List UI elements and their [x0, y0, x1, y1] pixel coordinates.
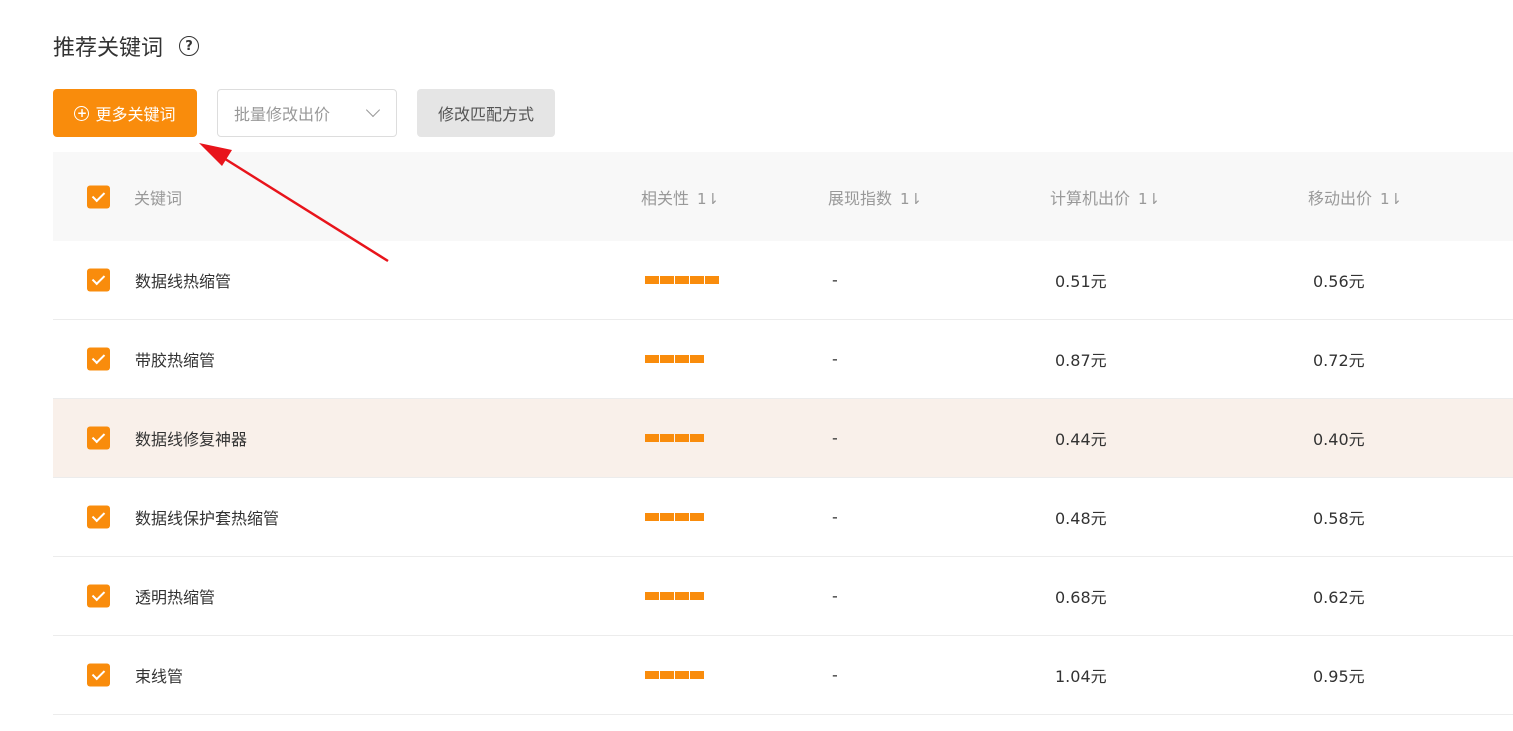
header-pc-bid-label: 计算机出价: [1050, 188, 1131, 208]
page-title: 推荐关键词?: [53, 30, 200, 62]
relevance-segment: [645, 355, 659, 363]
row-checkbox[interactable]: [87, 347, 110, 371]
impression-cell: -: [832, 270, 838, 290]
relevance-segment: [675, 671, 689, 679]
relevance-segment: [645, 434, 659, 442]
table-row: 束线管 - 1.04元 0.95元: [53, 636, 1513, 715]
relevance-segment: [675, 276, 689, 284]
relevance-segment: [690, 276, 704, 284]
plus-circle-icon: +: [74, 105, 90, 121]
table-row: 数据线保护套热缩管 - 0.48元 0.58元: [53, 478, 1513, 557]
impression-cell: -: [832, 428, 838, 448]
mobile-bid-cell[interactable]: 0.58元: [1313, 509, 1365, 528]
relevance-segment: [705, 276, 719, 284]
relevance-segment: [690, 355, 704, 363]
relevance-segment: [660, 671, 674, 679]
mobile-bid-cell[interactable]: 0.72元: [1313, 351, 1365, 370]
relevance-segment: [660, 355, 674, 363]
relevance-segment: [645, 513, 659, 521]
header-relevance-label: 相关性: [641, 188, 690, 208]
keyword-cell: 数据线修复神器: [135, 430, 248, 449]
relevance-bar: [645, 592, 704, 600]
sort-icon[interactable]: 1⇂: [1380, 189, 1403, 208]
batch-bid-select[interactable]: 批量修改出价: [217, 89, 397, 137]
pc-bid-cell[interactable]: 0.68元: [1055, 588, 1107, 607]
batch-bid-placeholder: 批量修改出价: [234, 105, 331, 124]
keyword-cell: 数据线热缩管: [135, 272, 232, 291]
table-row: 透明热缩管 - 0.68元 0.62元: [53, 557, 1513, 636]
impression-cell: -: [832, 349, 838, 369]
select-all-checkbox[interactable]: [87, 185, 110, 208]
modify-match-button[interactable]: 修改匹配方式: [417, 89, 555, 137]
row-checkbox[interactable]: [87, 663, 110, 687]
relevance-bar: [645, 276, 719, 284]
relevance-bar: [645, 434, 704, 442]
keyword-cell: 束线管: [135, 667, 184, 686]
relevance-segment: [675, 434, 689, 442]
relevance-segment: [675, 592, 689, 600]
relevance-segment: [645, 671, 659, 679]
table-header: 关键词 相关性 1⇂ 展现指数 1⇂ 计算机出价 1⇂ 移动出价 1⇂: [53, 152, 1513, 241]
mobile-bid-cell[interactable]: 0.62元: [1313, 588, 1365, 607]
header-pc-bid[interactable]: 计算机出价 1⇂: [1050, 185, 1160, 209]
sort-icon[interactable]: 1⇂: [900, 189, 923, 208]
relevance-segment: [660, 276, 674, 284]
relevance-segment: [645, 276, 659, 284]
row-checkbox[interactable]: [87, 426, 110, 450]
relevance-segment: [690, 592, 704, 600]
impression-cell: -: [832, 507, 838, 527]
impression-cell: -: [832, 586, 838, 606]
relevance-segment: [690, 671, 704, 679]
sort-icon[interactable]: 1⇂: [697, 189, 720, 208]
keyword-cell: 带胶热缩管: [135, 351, 216, 370]
header-impression-label: 展现指数: [828, 188, 893, 208]
relevance-segment: [660, 513, 674, 521]
relevance-segment: [660, 592, 674, 600]
keyword-cell: 透明热缩管: [135, 588, 216, 607]
relevance-bar: [645, 671, 704, 679]
header-impression[interactable]: 展现指数 1⇂: [828, 185, 922, 209]
table-row: 数据线修复神器 - 0.44元 0.40元: [53, 399, 1513, 478]
header-keyword: 关键词: [134, 188, 183, 208]
table-row: 数据线热缩管 - 0.51元 0.56元: [53, 241, 1513, 320]
pc-bid-cell[interactable]: 1.04元: [1055, 667, 1107, 686]
relevance-segment: [660, 434, 674, 442]
table-row: 带胶热缩管 - 0.87元 0.72元: [53, 320, 1513, 399]
keyword-table: 关键词 相关性 1⇂ 展现指数 1⇂ 计算机出价 1⇂ 移动出价 1⇂ 数据线热缩管 -…: [53, 152, 1513, 715]
relevance-segment: [690, 434, 704, 442]
relevance-segment: [675, 355, 689, 363]
relevance-segment: [675, 513, 689, 521]
impression-cell: -: [832, 665, 838, 685]
modify-match-label: 修改匹配方式: [437, 105, 534, 124]
mobile-bid-cell[interactable]: 0.40元: [1313, 430, 1365, 449]
header-mobile-bid-label: 移动出价: [1308, 188, 1373, 208]
row-checkbox[interactable]: [87, 584, 110, 608]
mobile-bid-cell[interactable]: 0.95元: [1313, 667, 1365, 686]
relevance-segment: [690, 513, 704, 521]
keyword-cell: 数据线保护套热缩管: [135, 509, 280, 528]
row-checkbox[interactable]: [87, 268, 110, 292]
relevance-segment: [645, 592, 659, 600]
title-text: 推荐关键词: [53, 36, 164, 61]
sort-icon[interactable]: 1⇂: [1138, 189, 1161, 208]
relevance-bar: [645, 513, 704, 521]
row-checkbox[interactable]: [87, 505, 110, 529]
header-relevance[interactable]: 相关性 1⇂: [641, 185, 719, 209]
pc-bid-cell[interactable]: 0.44元: [1055, 430, 1107, 449]
pc-bid-cell[interactable]: 0.51元: [1055, 272, 1107, 291]
help-icon[interactable]: ?: [179, 36, 200, 56]
header-mobile-bid[interactable]: 移动出价 1⇂: [1308, 185, 1402, 209]
more-keywords-button[interactable]: + 更多关键词: [53, 89, 197, 137]
relevance-bar: [645, 355, 704, 363]
more-keywords-label: 更多关键词: [95, 105, 176, 124]
mobile-bid-cell[interactable]: 0.56元: [1313, 272, 1365, 291]
pc-bid-cell[interactable]: 0.87元: [1055, 351, 1107, 370]
pc-bid-cell[interactable]: 0.48元: [1055, 509, 1107, 528]
